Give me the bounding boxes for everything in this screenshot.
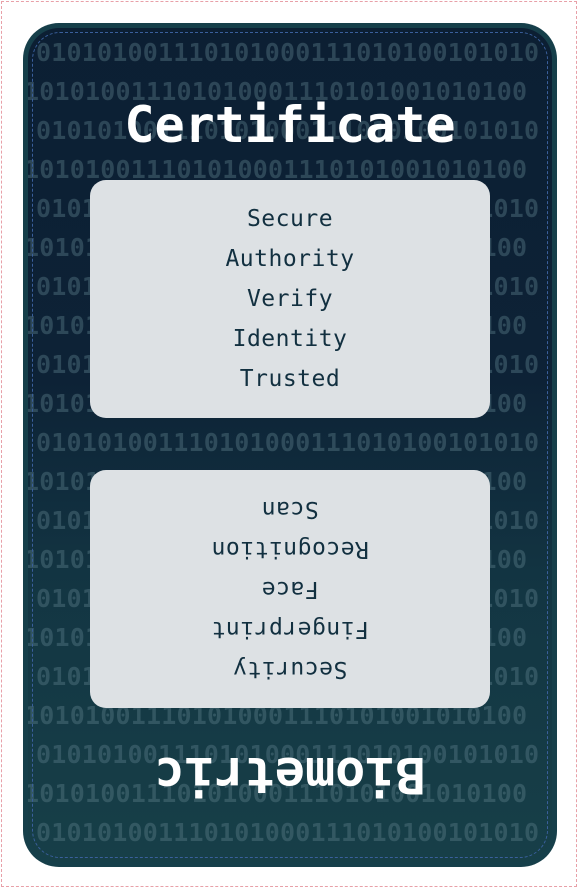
panel-word: Fingerprint xyxy=(211,616,369,642)
binary-row: 101010011101010001110101001010100 xyxy=(28,155,528,184)
top-word-panel: Secure Authority Verify Identity Trusted xyxy=(90,180,490,418)
binary-row: 010101001110101000111010100101010 xyxy=(36,818,540,847)
card-face: 010101001110101000111010100101010 1010100… xyxy=(28,28,552,862)
bottom-word-panel: Security Fingerprint Face Recognition Sc… xyxy=(90,470,490,708)
panel-word: Security xyxy=(232,656,348,682)
panel-word: Trusted xyxy=(239,366,341,392)
binary-row: 010101001110101000111010100101010 xyxy=(36,428,540,457)
binary-row: 010101001110101000111010100101010 xyxy=(36,740,540,769)
panel-word: Face xyxy=(261,576,319,602)
panel-word: Recognition xyxy=(211,536,369,562)
binary-row: 101010011101010001110101001010100 xyxy=(28,779,528,808)
panel-word: Verify xyxy=(246,286,334,312)
panel-word: Identity xyxy=(232,326,348,352)
binary-row: 010101001110101000111010100101010 xyxy=(36,38,540,67)
card-title-top: Certificate xyxy=(124,96,456,154)
panel-word: Authority xyxy=(225,246,355,272)
binary-row: 010101001110101000111010100101010 xyxy=(36,116,540,145)
card-title-bottom: Biometric xyxy=(154,746,426,804)
certificate-biometric-card[interactable]: 010101001110101000111010100101010 1010100… xyxy=(23,23,557,867)
panel-word: Secure xyxy=(246,206,334,232)
panel-word: Scan xyxy=(261,496,319,522)
binary-row: 101010011101010001110101001010100 xyxy=(28,77,528,106)
